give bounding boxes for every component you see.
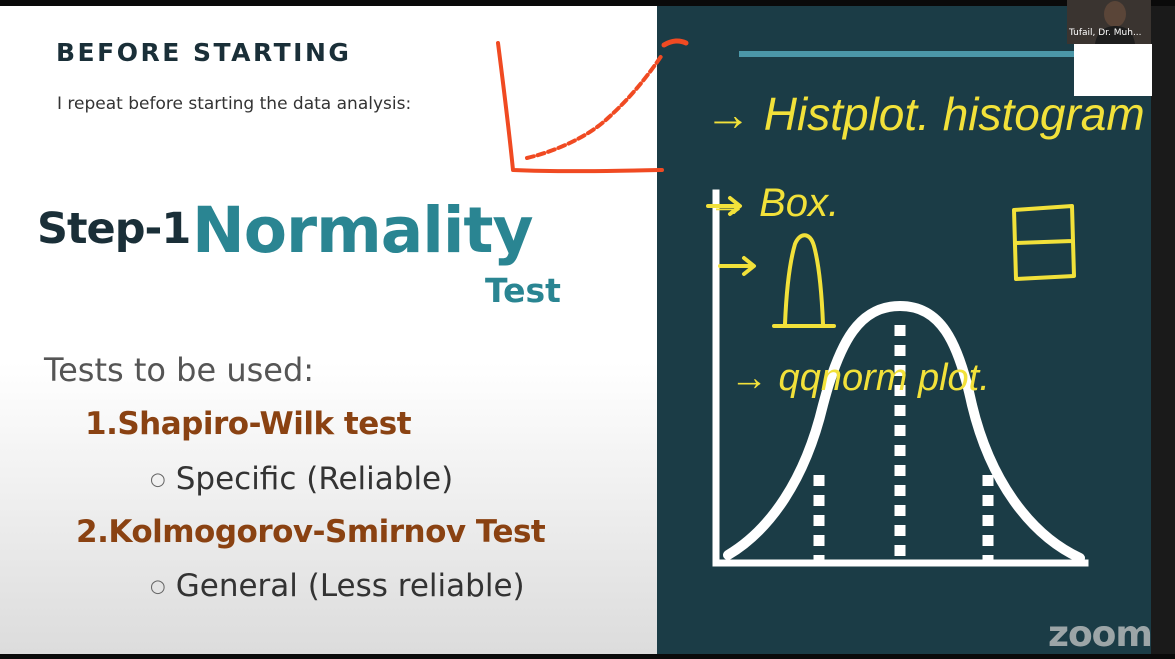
test-name: Kolmogorov-Smirnov Test [108,514,546,550]
window-top-bar [0,0,1175,6]
participant-name: Tufail, Dr. Muh... [1069,28,1142,38]
test-item-kolmogorov: 2.Kolmogorov-Smirnov Test [76,514,546,550]
white-overlay-box [1074,44,1152,96]
circle-bullet-icon: ○ [150,469,166,490]
participant-video-tile[interactable]: Tufail, Dr. Muh... [1067,0,1151,44]
participant-avatar-icon [1067,0,1151,44]
circle-bullet-icon: ○ [150,576,166,597]
test-note-kolmogorov: ○ General (Less reliable) [150,568,525,604]
test-note: General (Less reliable) [175,568,525,604]
test-number: 2. [76,514,109,550]
tests-heading: Tests to be used: [44,351,315,389]
test-item-shapiro: 1.Shapiro-Wilk test [85,406,412,442]
test-name: Shapiro-Wilk test [117,406,412,442]
test-number: 1. [85,406,118,442]
slide-header: BEFORE STARTING [56,38,352,67]
slide-panel: BEFORE STARTING I repeat before starting… [0,6,657,654]
step-title: Normality [192,194,534,267]
step-subtitle: Test [485,271,561,310]
window-right-edge [1151,6,1175,654]
zoom-logo: zoom [1048,614,1153,655]
step-label: Step-1 [37,204,191,254]
test-note: Specific (Reliable) [175,461,454,497]
window-bottom-bar [0,654,1175,659]
slide-subtitle: I repeat before starting the data analys… [57,94,412,114]
test-note-shapiro: ○ Specific (Reliable) [150,461,453,497]
whiteboard-panel [657,6,1151,654]
